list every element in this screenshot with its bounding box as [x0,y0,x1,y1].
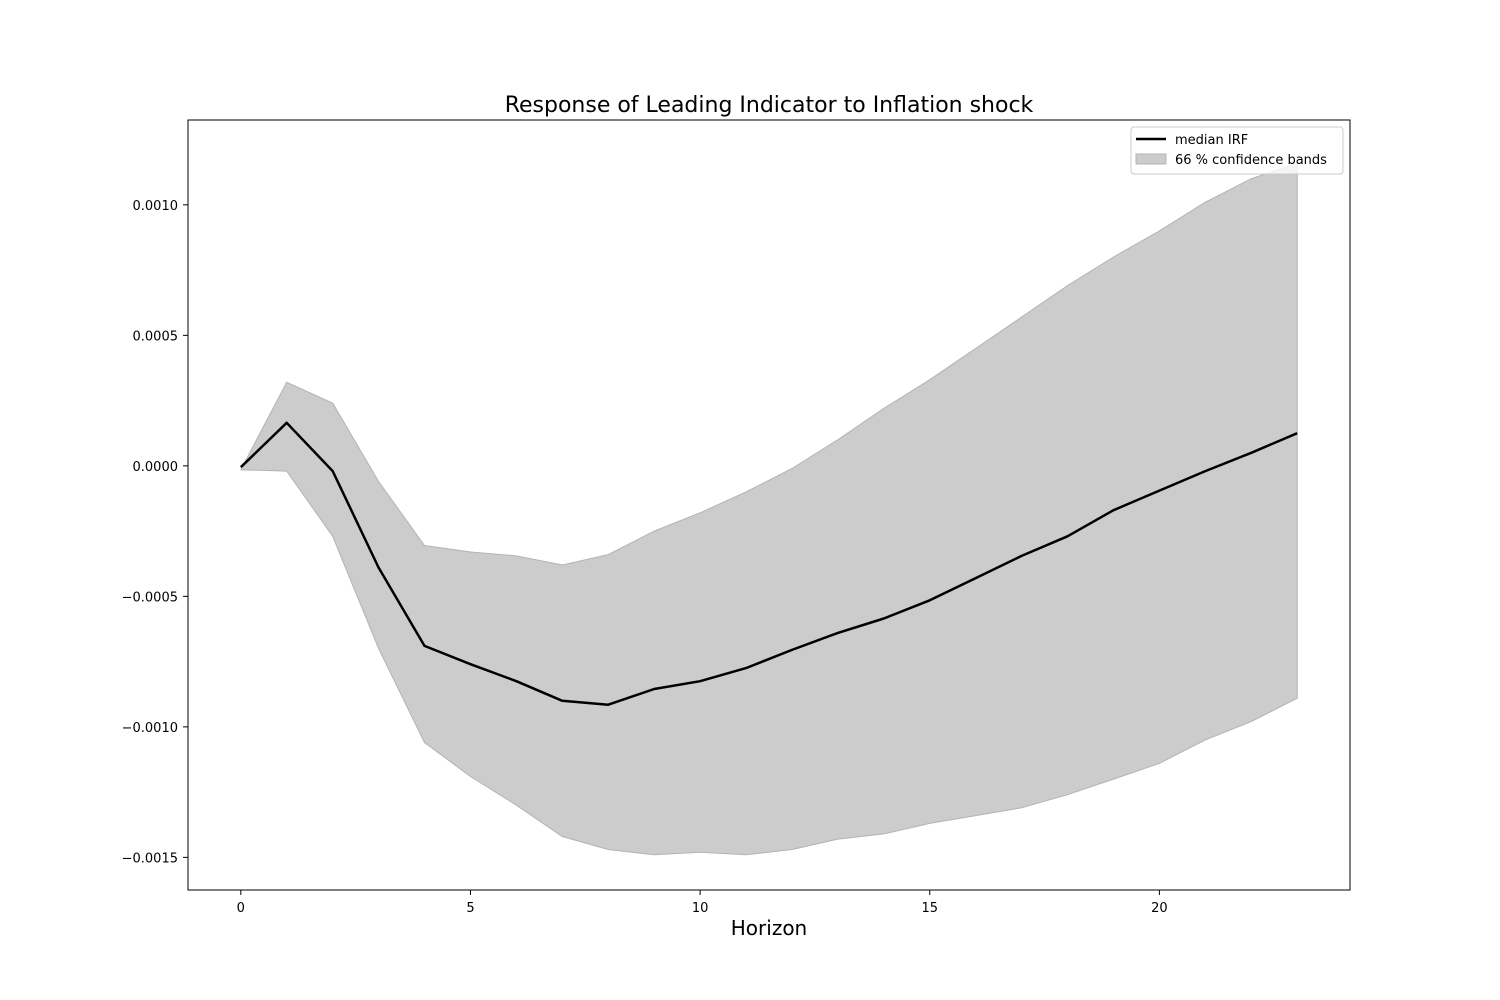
x-tick-label: 10 [692,901,709,916]
median-irf-line [239,421,1298,706]
legend-label-median-irf: median IRF [1175,133,1248,148]
line-layer [239,421,1298,706]
y-tick-label: −0.0015 [122,851,178,866]
y-tick-label: 0.0000 [133,460,179,475]
plot-frame [187,119,1351,891]
x-tick-label: 15 [921,901,938,916]
x-tick-label: 5 [466,901,474,916]
chart-title: Response of Leading Indicator to Inflati… [505,93,1034,118]
y-axis: −0.0015 −0.0010 −0.0005 0.0000 0.0005 0.0010 [122,199,188,866]
band-layer [239,162,1298,856]
legend-box [1130,126,1344,175]
x-axis: 0 5 10 15 20 [237,890,1168,916]
confidence-band [239,162,1298,856]
legend: median IRF 66 % confidence bands [1130,126,1344,175]
y-tick-label: 0.0005 [133,329,179,344]
legend-label-confidence-bands: 66 % confidence bands [1175,153,1327,168]
y-tick-label: −0.0010 [122,721,178,736]
x-tick-label: 0 [237,901,245,916]
x-axis-label: Horizon [731,916,807,940]
legend-swatch-confidence-bands [1135,153,1167,165]
y-tick-label: −0.0005 [122,590,178,605]
x-tick-label: 20 [1151,901,1168,916]
y-tick-label: 0.0010 [133,199,179,214]
